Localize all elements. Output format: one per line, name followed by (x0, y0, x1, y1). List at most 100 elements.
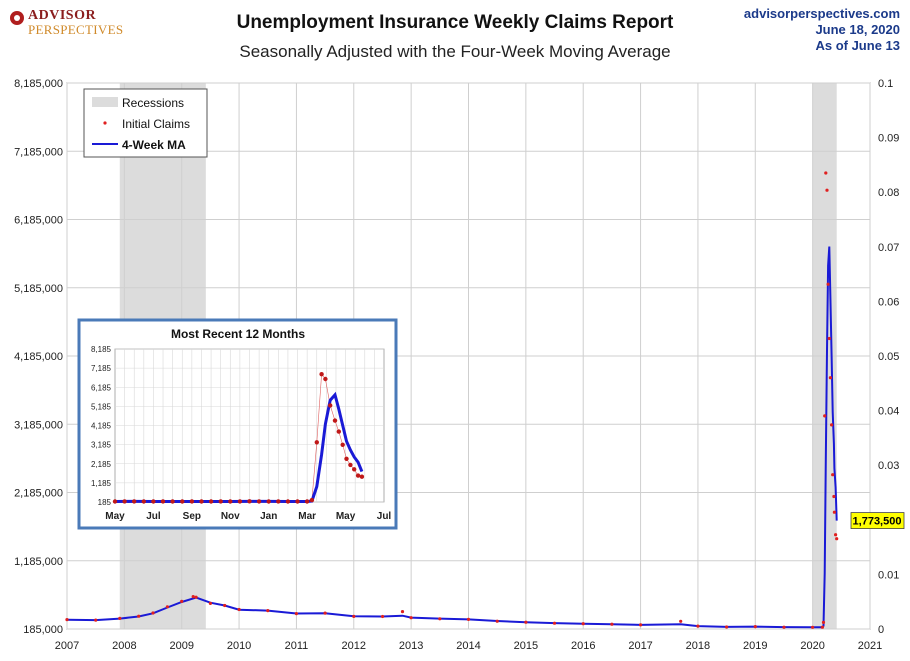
inset-y-tick-label: 3,185 (91, 441, 112, 450)
inset-y-tick-label: 7,185 (91, 364, 112, 373)
inset-y-tick-label: 4,185 (91, 422, 112, 431)
legend-claims-label: Initial Claims (122, 117, 190, 131)
x-tick-label: 2014 (456, 640, 480, 652)
as-of-date: As of June 13 (815, 38, 900, 53)
inset-claims-point (328, 403, 333, 408)
inset-claims-point (122, 499, 127, 504)
claims-point (165, 605, 169, 609)
inset-y-tick-label: 8,185 (91, 345, 112, 354)
y-tick-label: 8,185,000 (14, 78, 63, 90)
claims-point (94, 618, 98, 622)
x-tick-label: 2019 (743, 640, 767, 652)
claims-point (194, 595, 198, 599)
inset-y-tick-label: 2,185 (91, 460, 112, 469)
inset-x-tick-label: Nov (221, 511, 240, 522)
y-tick-label: 5,185,000 (14, 283, 63, 295)
claims-point (191, 595, 195, 599)
x-tick-label: 2008 (112, 640, 136, 652)
y2-tick-label: 0.08 (878, 187, 899, 199)
ma-series-line (66, 246, 838, 629)
inset-claims-point (151, 499, 156, 504)
inset-claims-point (180, 499, 185, 504)
inset-claims-point (276, 499, 281, 504)
claims-point (831, 473, 835, 477)
latest-value-label: 1,773,500 (853, 516, 902, 528)
inset-y-tick-label: 185 (98, 498, 112, 507)
inset-claims-point (355, 473, 361, 478)
inset-chart: Most Recent 12 Months 185 1,185 2,185 3,185 4… (77, 318, 398, 530)
y2-tick-label: 0.09 (878, 133, 899, 145)
claims-point (832, 510, 837, 514)
y-tick-label: 7,185,000 (14, 146, 63, 158)
inset-claims-point (304, 499, 310, 504)
inset-claims-point (141, 499, 146, 504)
inset-claims-point (295, 499, 300, 504)
claims-point (830, 423, 834, 427)
x-tick-label: 2012 (342, 640, 366, 652)
inset-x-tick-label: May (105, 511, 125, 522)
x-tick-label: 2015 (514, 640, 538, 652)
y2-tick-label: 0.03 (878, 460, 899, 472)
legend-ma-label: 4-Week MA (122, 138, 186, 152)
claims-point (821, 620, 826, 625)
chart-subtitle: Seasonally Adjusted with the Four-Week M… (239, 42, 671, 61)
claims-point (679, 619, 683, 623)
inset-ma-line (114, 391, 364, 503)
inset-x-tick-label: Jul (146, 511, 161, 522)
legend: Recessions Initial Claims 4-Week MA (83, 88, 208, 158)
site-info: advisorperspectives.com June 18, 2020 As… (744, 6, 900, 54)
legend-recessions-label: Recessions (122, 96, 184, 110)
inset-x-tick-label: Mar (298, 511, 316, 522)
x-tick-label: 2017 (628, 640, 652, 652)
claims-point (223, 603, 227, 608)
inset-claims-point (256, 499, 262, 504)
y-tick-label: 3,185,000 (14, 419, 63, 431)
claims-point (827, 336, 831, 341)
y2-tick-label: 0.1 (878, 78, 893, 90)
inset-claims-point (314, 440, 319, 445)
claims-point (832, 494, 836, 499)
x-tick-label: 2018 (686, 640, 710, 652)
claims-point (826, 282, 830, 286)
y2-tick-label: 0.04 (878, 406, 899, 418)
legend-claims-swatch (103, 121, 107, 125)
y2-tick-label: 0.05 (878, 351, 899, 363)
brand-line1: ADVISOR (28, 8, 97, 23)
inset-claims-point (247, 499, 252, 504)
claims-point (180, 599, 184, 604)
claims-point (581, 622, 585, 626)
inset-y-tick-label: 5,185 (91, 402, 112, 411)
claims-point (610, 622, 614, 626)
x-tick-label: 2007 (55, 640, 79, 652)
inset-claims-point (323, 376, 328, 382)
inset-claims-point (359, 474, 365, 479)
brand-line2: PERSPECTIVES (28, 22, 124, 37)
inset-claims-point (160, 499, 166, 504)
inset-claims-point (218, 499, 223, 504)
claims-point (65, 618, 69, 622)
y2-tick-label: 0.01 (878, 569, 899, 581)
claims-point (524, 620, 528, 624)
inset-y-tick-label: 6,185 (91, 383, 112, 392)
y2-tick-label: 0.07 (878, 242, 899, 254)
latest-value-callout (850, 512, 905, 529)
x-tick-label: 2010 (227, 640, 251, 652)
inset-claims-point (348, 462, 353, 468)
claims-point (137, 614, 141, 618)
y-tick-label: 6,185,000 (14, 215, 63, 227)
inset-claims-point (319, 372, 324, 377)
inset-claims-point (199, 499, 204, 504)
inset-claims-point (309, 497, 315, 503)
inset-claims-point (189, 499, 195, 504)
inset-title: Most Recent 12 Months (171, 327, 305, 341)
inset-claims-point (132, 499, 137, 504)
x-tick-label: 2016 (571, 640, 595, 652)
x-tick-label: 2011 (285, 640, 309, 652)
inset-claims-point (285, 499, 291, 504)
advisor-perspectives-logo: ADVISOR PERSPECTIVES (10, 8, 140, 38)
inset-claims-point (332, 418, 338, 423)
inset-claims-point (170, 499, 175, 504)
claims-point (782, 625, 786, 629)
y-tick-label: 1,185,000 (14, 556, 63, 568)
